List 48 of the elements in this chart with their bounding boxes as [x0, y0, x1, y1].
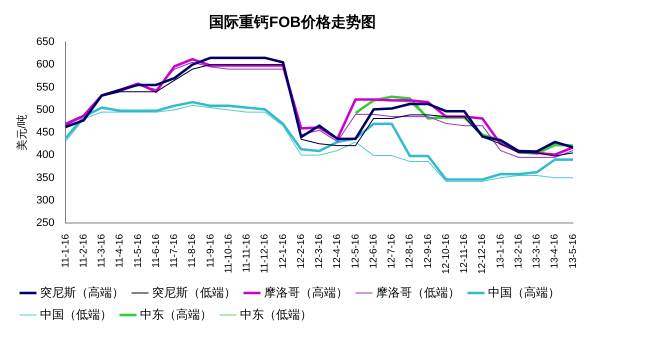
x-tick-label: 13-3-16 [532, 234, 543, 268]
x-tick-label: 11-12-16 [260, 234, 271, 274]
x-tick-label: 13-2-16 [513, 234, 524, 268]
x-tick-label: 12-3-16 [314, 234, 326, 268]
x-tick-label: 11-5-16 [132, 234, 144, 268]
y-axis-title: 美元/吨 [16, 114, 29, 151]
x-tick-label: 11-9-16 [205, 234, 216, 268]
x-tick-label: 11-6-16 [150, 234, 162, 268]
y-tick-label: 650 [36, 36, 55, 48]
y-tick-label: 250 [36, 217, 55, 229]
x-tick-label: 11-8-16 [187, 234, 198, 268]
y-tick-label: 300 [36, 194, 55, 206]
x-tick-label: 12-10-16 [440, 234, 452, 274]
x-tick-label: 12-8-16 [404, 234, 416, 268]
y-tick-label: 550 [36, 81, 55, 94]
x-tick-label: 11-10-16 [223, 234, 234, 274]
x-tick-label: 11-11-16 [242, 234, 253, 273]
x-tick-label: 13-4-16 [550, 234, 561, 268]
legend-label: 摩洛哥（高端） [264, 285, 348, 300]
x-tick-label: 12-1-16 [278, 234, 289, 268]
legend-label: 中国（高端） [488, 285, 560, 300]
x-tick-label: 12-5-16 [350, 234, 362, 268]
x-tick-label: 13-5-16 [568, 234, 579, 268]
y-tick-label: 450 [36, 126, 55, 139]
y-tick-label: 400 [36, 149, 55, 162]
legend-label: 突尼斯（低端） [152, 285, 236, 300]
legend-label: 中国（低端） [40, 307, 112, 322]
y-tick-label: 350 [36, 172, 55, 184]
x-tick-label: 11-3-16 [96, 234, 108, 268]
y-tick-label: 500 [36, 104, 55, 116]
chart-title: 国际重钙FOB价格走势图 [209, 14, 376, 32]
x-tick-label: 11-1-16 [60, 234, 72, 268]
x-tick-label: 12-9-16 [422, 234, 434, 268]
legend-label: 突尼斯（高端） [40, 285, 124, 300]
legend-label: 中东（高端） [140, 307, 212, 322]
y-tick-label: 600 [36, 58, 55, 71]
x-tick-label: 12-2-16 [296, 234, 307, 268]
x-tick-label: 12-11-16 [459, 234, 470, 274]
x-tick-label: 12-4-16 [332, 234, 344, 268]
legend-label: 摩洛哥（低端） [376, 285, 460, 300]
x-tick-label: 12-12-16 [477, 234, 488, 274]
x-tick-label: 12-7-16 [386, 234, 398, 268]
x-tick-label: 11-2-16 [78, 234, 90, 268]
x-tick-label: 13-1-16 [495, 234, 506, 268]
legend-label: 中东（低端） [240, 307, 312, 322]
x-tick-label: 12-6-16 [368, 234, 380, 268]
x-tick-label: 11-4-16 [114, 234, 126, 268]
x-tick-label: 11-7-16 [169, 234, 180, 268]
